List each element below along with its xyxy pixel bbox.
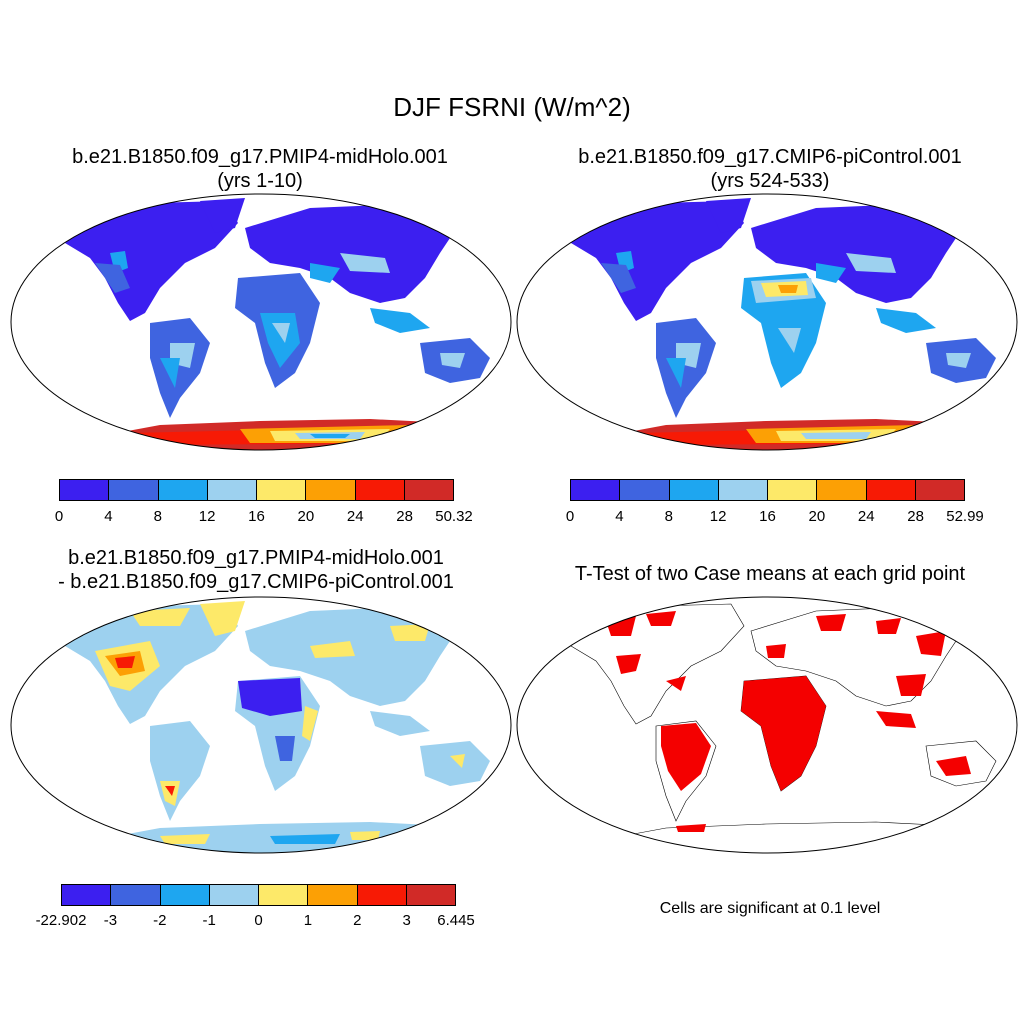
colorbar-swatch	[207, 480, 257, 500]
colorbar-midholo	[59, 479, 454, 501]
map-ttest-significance	[516, 596, 1018, 854]
colorbar-swatch	[866, 480, 916, 500]
colorbar-tick-label: 16	[759, 508, 776, 525]
colorbar-tick-label: 4	[104, 508, 113, 525]
colorbar-swatch	[718, 480, 768, 500]
colorbar-picontrol	[570, 479, 965, 501]
colorbar-tick-label: 28	[396, 508, 413, 525]
colorbar-swatch	[768, 480, 818, 500]
colorbar-swatch	[257, 480, 307, 500]
colorbar-tick-label: 3	[402, 912, 411, 929]
colorbar-swatch	[817, 480, 867, 500]
colorbar-swatch	[308, 885, 358, 905]
colorbar-tick-label: -3	[103, 912, 118, 929]
colorbar-tick-label: 16	[248, 508, 265, 525]
colorbar-swatch	[404, 480, 453, 500]
colorbar-swatch	[357, 885, 407, 905]
panel2-case-name: b.e21.B1850.f09_g17.CMIP6-piControl.001	[578, 146, 962, 168]
colorbar-tick-label: 52.99	[946, 508, 984, 525]
main-title: DJF FSRNI (W/m^2)	[393, 92, 631, 122]
colorbar-tick-label: -22.902	[35, 912, 87, 929]
north-america	[65, 201, 238, 321]
colorbar-swatch	[915, 480, 964, 500]
colorbar-swatch	[406, 885, 455, 905]
colorbar-tick-label: 50.32	[435, 508, 473, 525]
panel1-title: b.e21.B1850.f09_g17.PMIP4-midHolo.001 (y…	[10, 145, 510, 193]
panel3-title: b.e21.B1850.f09_g17.PMIP4-midHolo.001 - …	[0, 546, 512, 594]
colorbar-tick-label: 12	[709, 508, 727, 525]
colorbar-difference-labels: -22.902 -3 -2 -1 0 1 2 3 6.445	[36, 912, 475, 932]
colorbar-tick-label: 12	[198, 508, 216, 525]
colorbar-swatch	[62, 885, 112, 905]
colorbar-swatch	[111, 885, 161, 905]
panel3-minus-case: - b.e21.B1850.f09_g17.CMIP6-piControl.00…	[58, 571, 454, 593]
colorbar-swatch	[571, 480, 621, 500]
panel1-case-name: b.e21.B1850.f09_g17.PMIP4-midHolo.001	[72, 146, 448, 168]
panel2-title: b.e21.B1850.f09_g17.CMIP6-piControl.001 …	[516, 145, 1024, 193]
colorbar-tick-label: 1	[303, 912, 313, 929]
colorbar-tick-label: 28	[907, 508, 924, 525]
colorbar-difference	[61, 884, 456, 906]
colorbar-tick-label: 0	[54, 508, 64, 525]
colorbar-swatch	[355, 480, 405, 500]
colorbar-tick-label: 0	[254, 912, 263, 929]
greenland	[200, 198, 245, 233]
colorbar-tick-label: 24	[857, 508, 875, 525]
colorbar-swatch	[306, 480, 356, 500]
colorbar-tick-label: 8	[664, 508, 673, 525]
eurasia	[245, 203, 460, 303]
panel4-title: T-Test of two Case means at each grid po…	[574, 563, 966, 585]
colorbar-swatch	[209, 885, 259, 905]
colorbar-tick-label: -1	[202, 912, 216, 929]
colorbar-swatch	[60, 480, 110, 500]
map-midholo	[10, 193, 512, 451]
colorbar-tick-label: 6.445	[437, 912, 475, 929]
map-picontrol	[516, 193, 1018, 451]
colorbar-tick-label: -2	[153, 912, 167, 929]
significant-cells	[606, 611, 971, 832]
colorbar-tick-label: 4	[615, 508, 624, 525]
colorbar-tick-label: 20	[808, 508, 826, 525]
colorbar-swatch	[158, 480, 208, 500]
colorbar-tick-label: 20	[297, 508, 315, 525]
colorbar-midholo-labels: 0 4 8 12 16 20 24 28 50.32	[55, 508, 473, 528]
south-america	[150, 318, 210, 418]
colorbar-tick-label: 8	[153, 508, 162, 525]
colorbar-tick-label: 2	[353, 912, 362, 929]
colorbar-swatch	[669, 480, 719, 500]
colorbar-tick-label: 24	[346, 508, 364, 525]
panel2-years: (yrs 524-533)	[710, 170, 830, 192]
colorbar-swatch	[259, 885, 309, 905]
colorbar-picontrol-labels: 0 4 8 12 16 20 24 28 52.99	[566, 508, 984, 528]
colorbar-tick-label: 0	[565, 508, 575, 525]
map-difference	[10, 596, 512, 854]
colorbar-swatch	[620, 480, 670, 500]
significance-note: Cells are significant at 0.1 level	[659, 900, 881, 917]
colorbar-swatch	[109, 480, 159, 500]
colorbar-swatch	[160, 885, 210, 905]
panel3-case-name: b.e21.B1850.f09_g17.PMIP4-midHolo.001	[68, 547, 444, 569]
panel1-years: (yrs 1-10)	[217, 170, 303, 192]
